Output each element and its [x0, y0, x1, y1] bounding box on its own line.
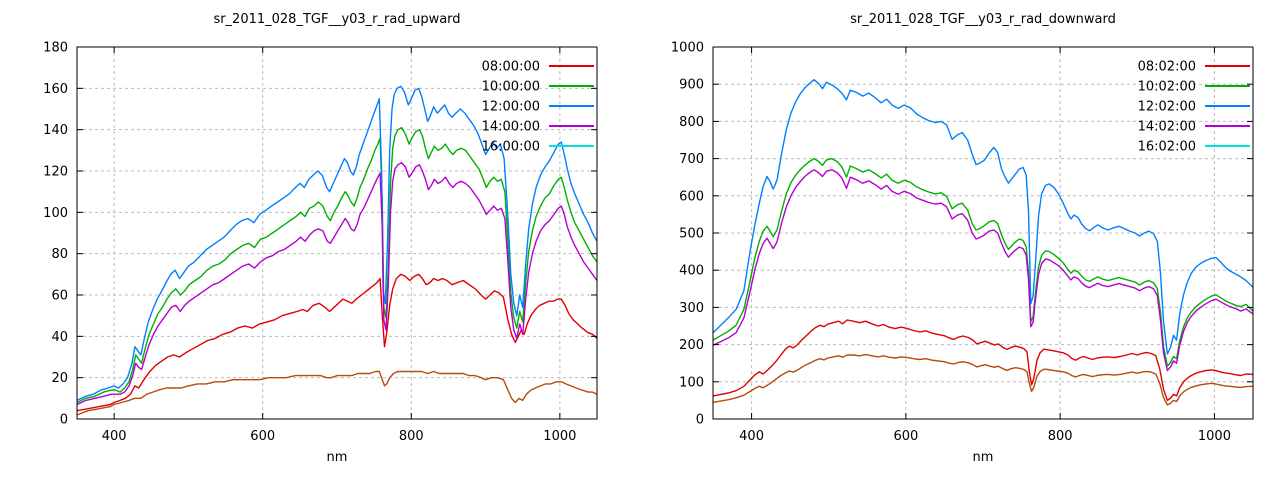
plot-area: 0 20 40 60 80 100 120 140 160 180 400 600 800 1000 08:… [43, 41, 598, 444]
legend-label: 16:02:00 [1138, 140, 1196, 155]
y-tick-label: 500 [679, 227, 704, 242]
legend-item: 14:00:00 [482, 120, 594, 135]
x-tick-label: 600 [250, 429, 275, 444]
legend-label: 12:00:00 [482, 100, 540, 115]
x-tick-label: 800 [1048, 429, 1073, 444]
series-line-2 [76, 85, 598, 402]
legend-item: 14:02:00 [1138, 120, 1250, 135]
legend: 08:00:00 10:00:00 12:00:00 14:00:00 16:00:00 [482, 60, 594, 155]
axis-ticks [77, 46, 597, 420]
chart-rad-upward: sr_2011_028_TGF__y03_r_rad_upward 0 20 40 6… [43, 12, 598, 465]
legend-item: 08:02:00 [1138, 60, 1250, 75]
y-tick-label: 100 [43, 206, 68, 221]
plot-border [76, 46, 598, 420]
y-tick-label: 20 [51, 371, 68, 386]
series-line-1 [712, 157, 1254, 367]
x-tick-label: 600 [893, 429, 918, 444]
y-tick-label: 100 [679, 375, 704, 390]
series-line-4 [76, 370, 598, 416]
series-line-2 [712, 78, 1254, 355]
series-line-3 [712, 169, 1254, 372]
legend-item: 16:02:00 [1138, 140, 1250, 155]
x-axis-label: nm [972, 450, 994, 465]
plot-area: 0 100 200 300 400 500 600 700 800 900 1000 400 600 80… [671, 41, 1254, 444]
legend-label: 12:02:00 [1138, 100, 1196, 115]
axis-ticks [713, 46, 1253, 420]
y-tick-label: 400 [679, 264, 704, 279]
legend-label: 10:02:00 [1138, 80, 1196, 95]
y-tick-label: 0 [60, 413, 68, 428]
legend-item: 10:00:00 [482, 80, 594, 95]
x-tick-label: 800 [399, 429, 424, 444]
y-tick-label: 140 [43, 123, 68, 138]
y-tick-label: 0 [696, 413, 704, 428]
chart-rad-downward: sr_2011_028_TGF__y03_r_rad_downward 0 100… [640, 0, 1280, 480]
legend-item: 10:02:00 [1138, 80, 1250, 95]
legend-label: 14:02:00 [1138, 120, 1196, 135]
x-axis-label: nm [326, 450, 348, 465]
legend-label: 10:00:00 [482, 80, 540, 95]
y-tick-label: 800 [679, 115, 704, 130]
legend-label: 08:02:00 [1138, 60, 1196, 75]
series-line-0 [76, 273, 598, 412]
series-line-0 [712, 319, 1254, 402]
y-tick-label: 900 [679, 78, 704, 93]
legend-item: 12:00:00 [482, 100, 594, 115]
x-tick-label: 1000 [1198, 429, 1231, 444]
legend: 08:02:00 10:02:00 12:02:00 14:02:00 16:02:00 [1138, 60, 1250, 155]
series-line-1 [76, 126, 598, 404]
legend-item: 08:00:00 [482, 60, 594, 75]
y-tick-label: 300 [679, 301, 704, 316]
x-tick-label: 1000 [543, 429, 576, 444]
series-line-3 [76, 161, 598, 406]
x-tick-label: 400 [102, 429, 127, 444]
y-tick-label: 200 [679, 338, 704, 353]
legend-label: 14:00:00 [482, 120, 540, 135]
y-tick-label: 60 [51, 289, 68, 304]
legend-item: 12:02:00 [1138, 100, 1250, 115]
legend-label: 08:00:00 [482, 60, 540, 75]
y-tick-label: 700 [679, 152, 704, 167]
y-tick-label: 160 [43, 82, 68, 97]
y-tick-label: 80 [51, 247, 68, 262]
legend-label: 16:00:00 [482, 140, 540, 155]
y-tick-label: 180 [43, 41, 68, 56]
chart-title: sr_2011_028_TGF__y03_r_rad_downward [850, 12, 1116, 27]
y-tick-label: 40 [51, 330, 68, 345]
x-tick-label: 400 [739, 429, 764, 444]
y-tick-label: 1000 [671, 41, 704, 56]
y-tick-label: 600 [679, 189, 704, 204]
legend-item: 16:00:00 [482, 140, 594, 155]
y-tick-label: 120 [43, 165, 68, 180]
series-line-4 [712, 353, 1254, 406]
chart-title: sr_2011_028_TGF__y03_r_rad_upward [213, 12, 461, 27]
